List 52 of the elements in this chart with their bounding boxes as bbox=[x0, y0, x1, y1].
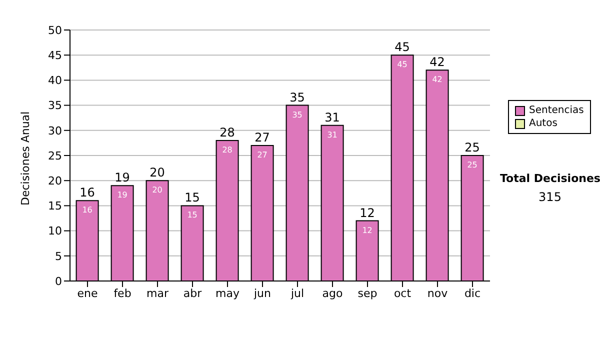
total-label: 42 bbox=[430, 55, 445, 70]
x-tick-label: mar bbox=[146, 286, 169, 300]
x-tick-label: sep bbox=[358, 286, 378, 300]
x-tick-label: abr bbox=[183, 286, 202, 300]
y-tick-label: 35 bbox=[48, 99, 62, 112]
data-label: 25 bbox=[467, 160, 478, 170]
data-label: 15 bbox=[187, 210, 198, 220]
total-label: 31 bbox=[324, 110, 340, 124]
total-label: 35 bbox=[290, 90, 305, 104]
x-tick-label: may bbox=[216, 286, 240, 300]
total-label: 25 bbox=[464, 140, 480, 154]
y-tick-label: 5 bbox=[55, 250, 62, 263]
y-tick-label: 30 bbox=[48, 124, 62, 138]
total-label: 12 bbox=[360, 206, 375, 220]
total-label: 45 bbox=[394, 40, 410, 54]
total-label: 20 bbox=[150, 166, 165, 180]
data-label: 45 bbox=[397, 60, 408, 70]
data-label: 16 bbox=[82, 206, 92, 215]
y-tick-label: 15 bbox=[48, 200, 62, 213]
x-tick-label: ago bbox=[322, 286, 343, 300]
total-label: 28 bbox=[220, 125, 235, 140]
data-label: 31 bbox=[327, 130, 338, 140]
y-tick-label: 40 bbox=[48, 74, 62, 88]
x-tick-label: jul bbox=[290, 286, 304, 300]
total-label: 16 bbox=[80, 186, 95, 200]
legend-label: Autos bbox=[529, 117, 558, 130]
data-label: 19 bbox=[117, 190, 128, 200]
text: Total Decisiones bbox=[500, 172, 600, 185]
x-tick-label: dic bbox=[464, 286, 481, 300]
x-tick-label: ene bbox=[77, 286, 98, 300]
data-label: 28 bbox=[222, 145, 232, 154]
y-tick-label: 25 bbox=[48, 149, 62, 162]
y-tick-label: 50 bbox=[48, 24, 62, 37]
total-label: 19 bbox=[114, 170, 130, 185]
data-label: 20 bbox=[152, 186, 162, 195]
total-label: 27 bbox=[254, 130, 270, 144]
y-tick-label: 45 bbox=[48, 49, 62, 62]
data-label: 35 bbox=[292, 110, 302, 120]
data-label: 27 bbox=[257, 150, 268, 160]
x-tick-label: nov bbox=[427, 286, 448, 300]
text: 315 bbox=[538, 190, 562, 204]
x-tick-label: oct bbox=[394, 286, 412, 300]
legend-label: Sentencias bbox=[529, 104, 584, 117]
y-axis-title: Decisiones Anual bbox=[18, 111, 32, 206]
data-label: 12 bbox=[362, 226, 372, 235]
y-tick-label: 0 bbox=[55, 274, 62, 288]
x-tick-label: feb bbox=[114, 286, 132, 300]
y-tick-label: 20 bbox=[48, 174, 62, 188]
total-label: 15 bbox=[184, 190, 200, 205]
y-tick-label: 10 bbox=[48, 224, 62, 238]
x-tick-label: jun bbox=[253, 286, 272, 300]
data-label: 42 bbox=[432, 75, 442, 84]
